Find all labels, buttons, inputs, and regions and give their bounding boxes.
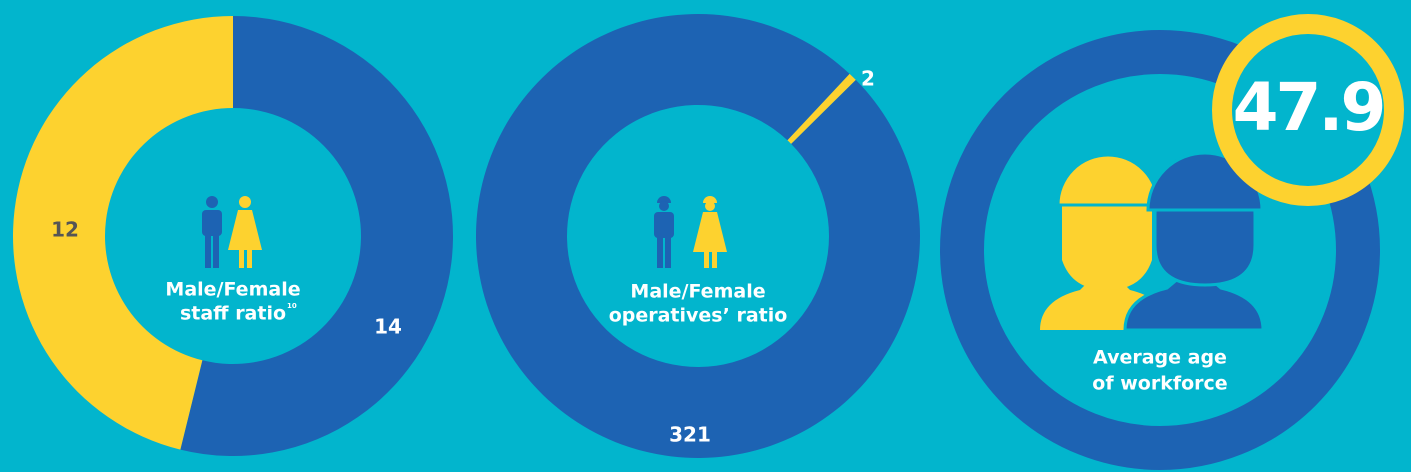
value-label: 321 (669, 423, 711, 447)
infographic: 47.9 Average age of workforce 14 12 Male/F… (0, 0, 1411, 472)
stat-title: Average age (1093, 347, 1227, 369)
value-label: 14 (374, 315, 402, 339)
workers-illustration (1040, 153, 1263, 330)
donut-title: Male/Female (630, 281, 765, 303)
donut-title: Male/Female (165, 279, 300, 301)
value-label: 2 (861, 67, 875, 91)
page: 47.9 Average age of workforce 14 12 Male/F… (0, 0, 1411, 472)
age-value: 47.9 (1233, 69, 1384, 146)
footnote-mark: 10 (287, 302, 297, 310)
value-label: 12 (51, 218, 79, 242)
donut-title: operatives’ ratio (609, 305, 788, 327)
donut-title: staff ratio (180, 303, 286, 325)
stat-title: of workforce (1092, 373, 1227, 395)
